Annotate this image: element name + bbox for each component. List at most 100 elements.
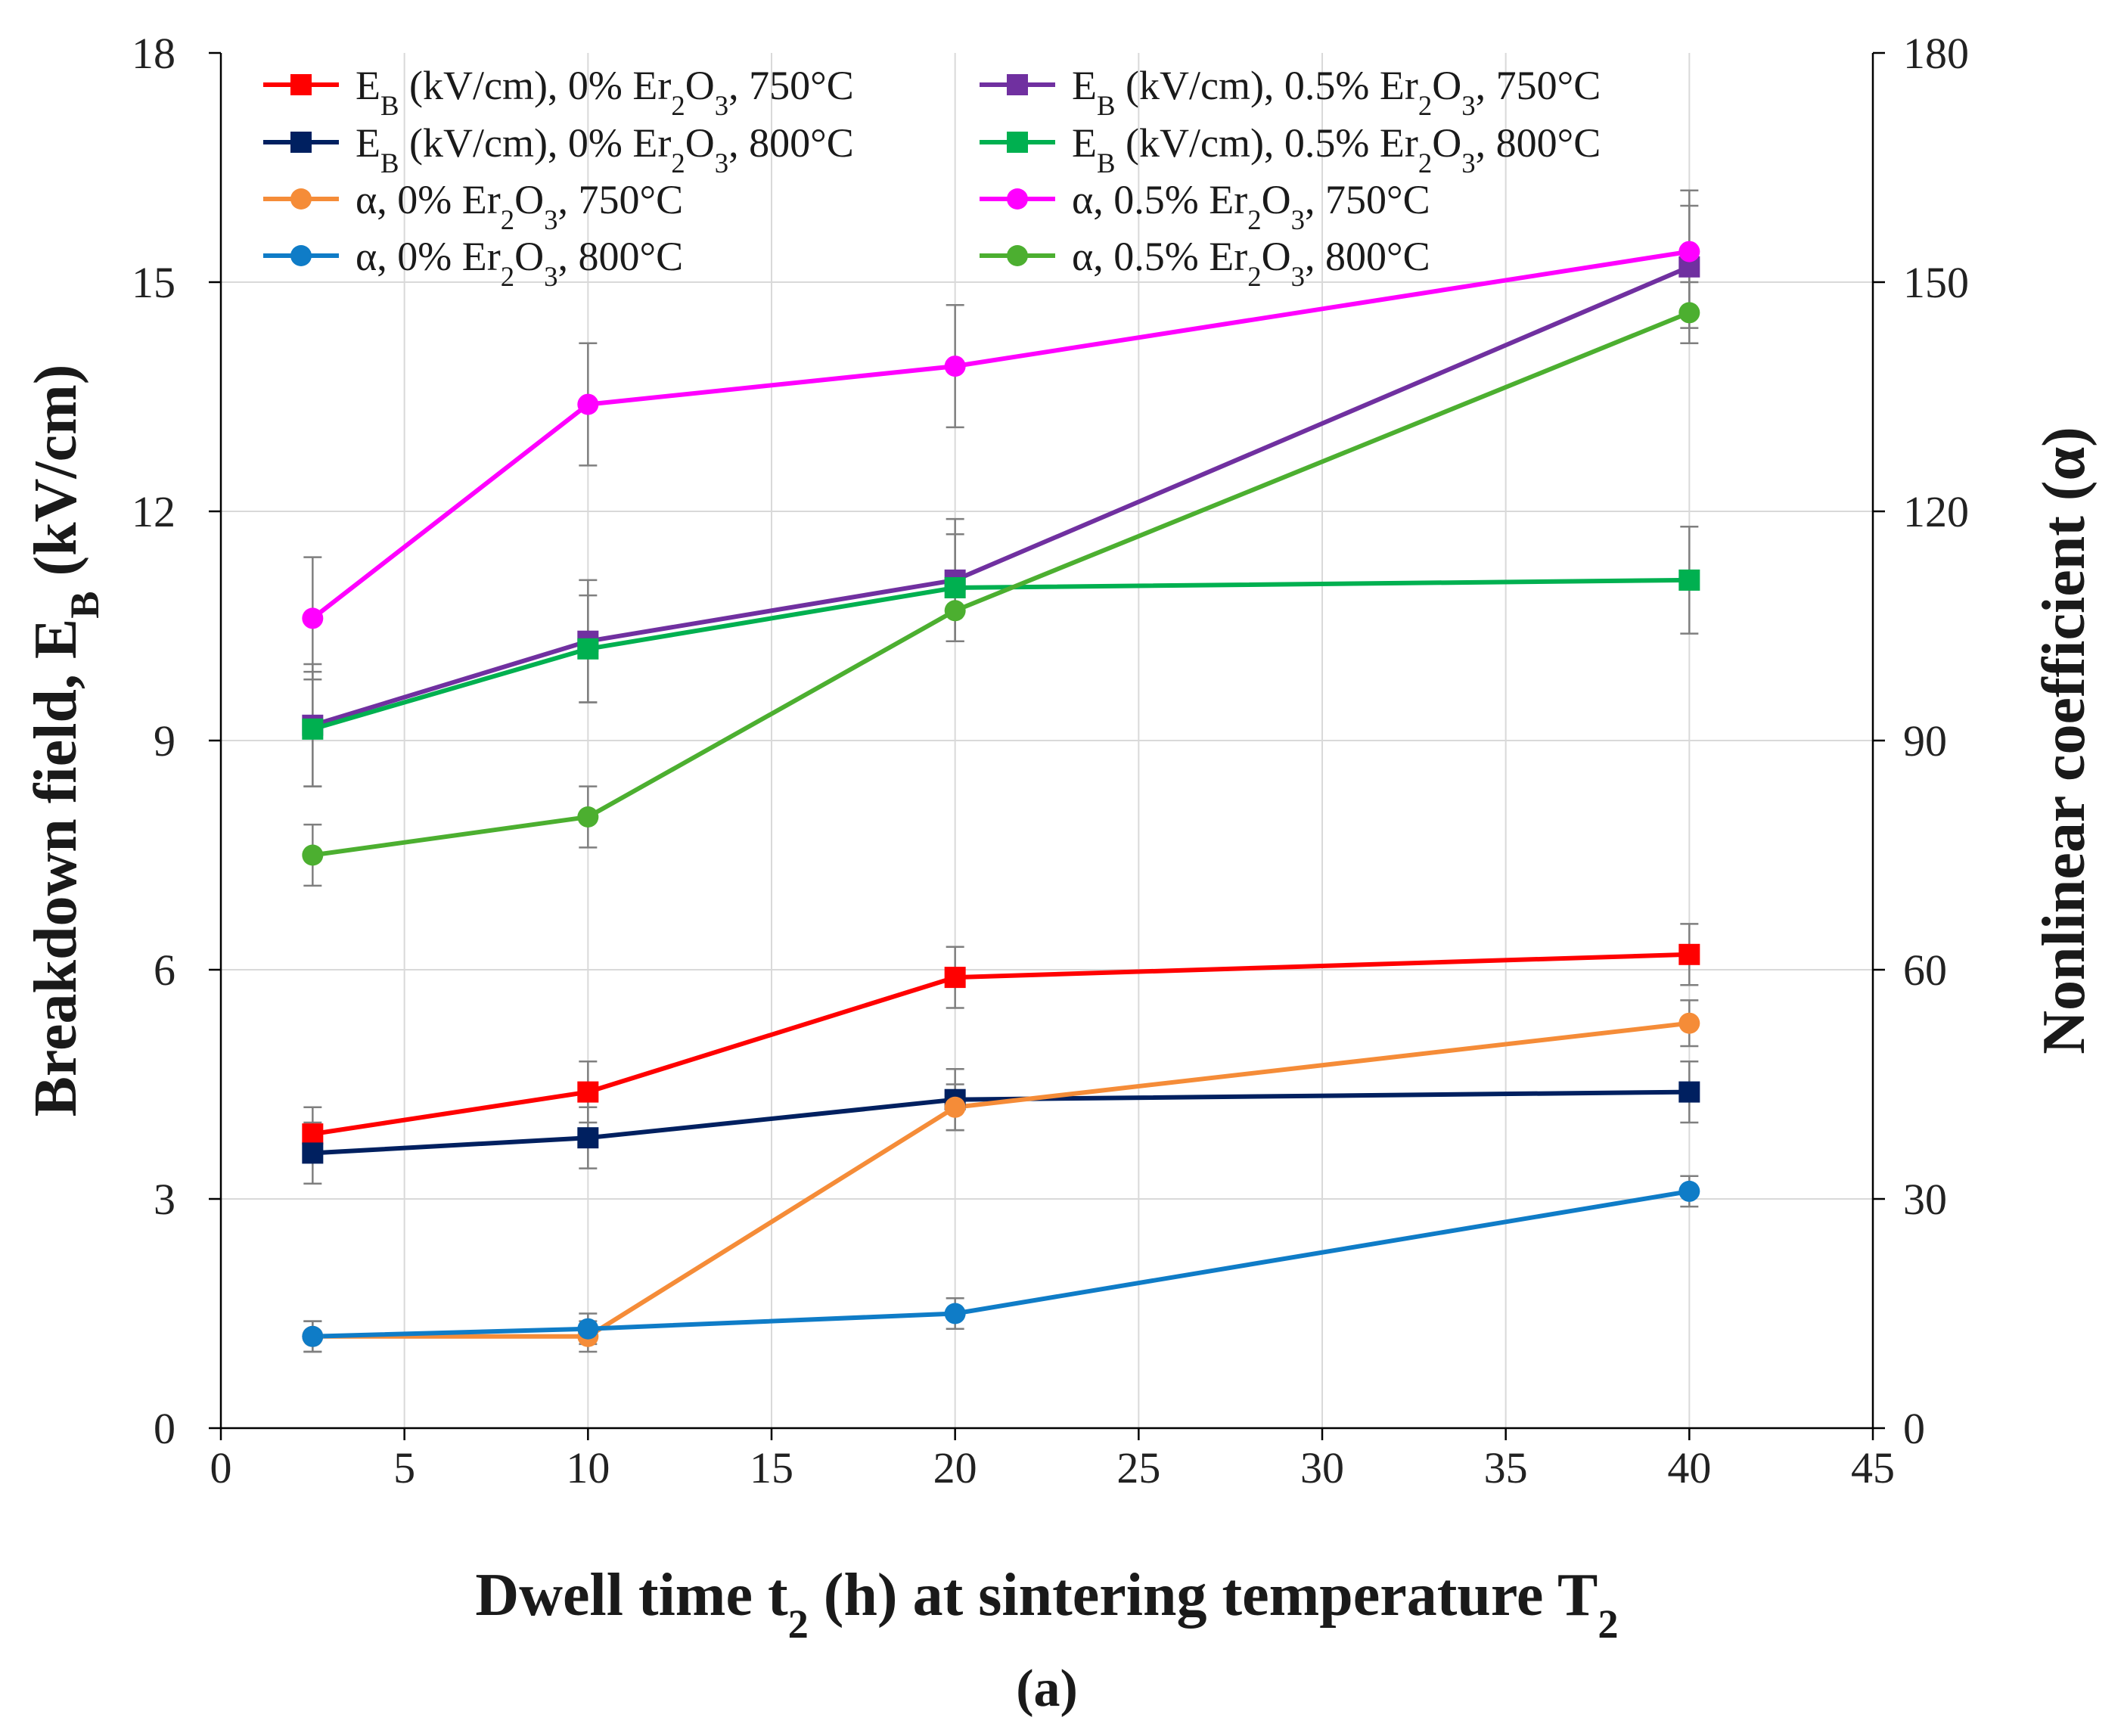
y-right-tick-label: 150 — [1903, 258, 1969, 307]
text-part: 3 — [1461, 90, 1475, 121]
text-part: B — [380, 148, 399, 179]
data-point-circle — [302, 844, 324, 866]
tick-labels: 0 5 10 15 20 25 30 35 40 450369121518030609012015… — [132, 29, 1969, 1492]
data-point-square — [577, 638, 599, 660]
legend-swatch-square — [1007, 74, 1028, 95]
x-tick-label: 45 — [1851, 1443, 1895, 1492]
text-part: (kV/cm), 0% Er — [399, 63, 672, 108]
series-line — [312, 1089, 1690, 1156]
text-part: 2 — [1247, 204, 1261, 235]
text-part: 3 — [1291, 204, 1305, 235]
x-tick-label: 5 — [393, 1443, 415, 1492]
text-part: O — [514, 234, 544, 279]
text-part: α, 0.5% Er — [1072, 177, 1247, 222]
data-point-square — [944, 967, 966, 989]
plot-frame — [209, 51, 1885, 1440]
text-part: 2 — [1598, 1601, 1618, 1647]
legend-label: α, 0% Er2O3, 800°C — [356, 234, 683, 292]
series-line — [312, 1020, 1690, 1339]
text-part: (kV/cm), 0.5% Er — [1116, 120, 1418, 166]
text-part: B — [62, 592, 107, 619]
data-point-circle — [944, 1303, 966, 1325]
data-point-circle — [944, 1096, 966, 1118]
y-right-tick-label: 60 — [1903, 946, 1947, 995]
data-point-circle — [944, 356, 966, 377]
text-part: E — [1072, 63, 1097, 108]
text-part: 2 — [501, 261, 514, 292]
text-part: Dwell time t — [475, 1562, 788, 1629]
text-part: 2 — [788, 1601, 809, 1647]
text-part: , 750°C — [557, 177, 683, 222]
text-part: 2 — [671, 148, 685, 179]
legend-swatch-circle — [290, 245, 312, 266]
legend-label: α, 0.5% Er2O3, 800°C — [1072, 234, 1430, 292]
axis-titles: Dwell time t2 (h) at sintering temperatu… — [23, 365, 2098, 1718]
series-lines — [311, 249, 1691, 1339]
text-part: , 800°C — [557, 234, 683, 279]
text-part: , 750°C — [1305, 177, 1430, 222]
data-point-square — [1678, 943, 1700, 965]
x-tick-label: 20 — [933, 1443, 977, 1492]
text-part: 3 — [715, 148, 728, 179]
text-part: B — [380, 90, 399, 121]
y-right-tick-label: 0 — [1903, 1404, 1925, 1453]
text-part: 2 — [671, 90, 685, 121]
x-tick-label: 0 — [210, 1443, 232, 1492]
data-point-square — [944, 577, 966, 598]
data-point-circle — [1678, 1180, 1700, 1202]
grid-layer — [221, 53, 1873, 1428]
data-point-circle — [1678, 302, 1700, 324]
text-part: E — [1072, 120, 1097, 166]
text-part: 3 — [544, 204, 557, 235]
series-line — [312, 577, 1690, 731]
legend-swatch-square — [290, 74, 312, 95]
series-line — [312, 952, 1690, 1137]
error-bars — [303, 189, 1699, 1353]
data-point-circle — [944, 600, 966, 622]
y-left-tick-label: 3 — [154, 1175, 175, 1224]
text-part: B — [1097, 90, 1116, 121]
figure-caption: (a) — [1016, 1660, 1078, 1718]
text-part: 3 — [544, 261, 557, 292]
legend-swatch-square — [1007, 132, 1028, 153]
text-part: O — [514, 177, 544, 222]
text-part: 3 — [1291, 261, 1305, 292]
data-point-square — [577, 1081, 599, 1103]
x-tick-label: 15 — [750, 1443, 793, 1492]
legend-label: EB (kV/cm), 0.5% Er2O3, 800°C — [1072, 120, 1601, 179]
data-point-square — [1678, 1081, 1700, 1103]
y-right-tick-label: 90 — [1903, 716, 1947, 766]
series-line — [312, 310, 1691, 858]
data-point-circle — [302, 1325, 324, 1347]
text-part: (kV/cm) — [23, 365, 89, 592]
legend-label: EB (kV/cm), 0% Er2O3, 750°C — [356, 63, 854, 121]
y-left-axis-title: Breakdown field, EB (kV/cm) — [23, 365, 107, 1117]
data-point-circle — [1678, 1012, 1700, 1034]
text-part: 2 — [501, 204, 514, 235]
x-tick-label: 10 — [566, 1443, 610, 1492]
data-point-circle — [577, 1318, 599, 1340]
text-part: 3 — [715, 90, 728, 121]
text-part: , 800°C — [1305, 234, 1430, 279]
legend-label: α, 0% Er2O3, 750°C — [356, 177, 683, 235]
text-part: O — [1262, 177, 1291, 222]
text-part: α, 0% Er — [356, 234, 501, 279]
y-left-tick-label: 12 — [132, 487, 175, 536]
text-part: O — [1262, 234, 1291, 279]
y-right-tick-label: 180 — [1903, 29, 1969, 78]
y-left-tick-label: 6 — [154, 946, 175, 995]
text-part: B — [1097, 148, 1116, 179]
x-tick-label: 40 — [1667, 1443, 1711, 1492]
legend-swatch-circle — [1007, 188, 1028, 210]
text-part: E — [356, 63, 380, 108]
text-part: O — [1432, 63, 1461, 108]
text-part: 2 — [1247, 261, 1261, 292]
series-line — [312, 265, 1691, 728]
data-point-circle — [302, 607, 324, 629]
text-part: (kV/cm), 0% Er — [399, 120, 672, 166]
text-part: , 800°C — [728, 120, 854, 166]
legend-label: α, 0.5% Er2O3, 750°C — [1072, 177, 1430, 235]
data-point-square — [302, 718, 324, 740]
data-point-circle — [1678, 241, 1700, 262]
y-left-tick-label: 9 — [154, 716, 175, 766]
